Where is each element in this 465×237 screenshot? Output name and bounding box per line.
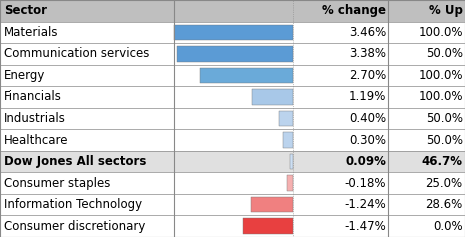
Text: 50.0%: 50.0%: [425, 133, 463, 146]
Bar: [287, 175, 293, 191]
Text: -1.24%: -1.24%: [344, 198, 386, 211]
Bar: [0, 0, 465, 22]
Bar: [200, 68, 293, 83]
Text: Financials: Financials: [4, 91, 61, 104]
Text: 0.30%: 0.30%: [349, 133, 386, 146]
Bar: [177, 46, 293, 62]
Text: 0.40%: 0.40%: [349, 112, 386, 125]
Text: 50.0%: 50.0%: [425, 47, 463, 60]
Text: % change: % change: [322, 4, 386, 17]
Bar: [0, 86, 465, 108]
Bar: [251, 197, 293, 212]
Text: 1.19%: 1.19%: [349, 91, 386, 104]
Text: -1.47%: -1.47%: [344, 220, 386, 233]
Bar: [0, 194, 465, 215]
Bar: [0, 43, 465, 65]
Text: 50.0%: 50.0%: [425, 112, 463, 125]
Bar: [279, 111, 293, 126]
Bar: [0, 151, 465, 172]
Text: Healthcare: Healthcare: [4, 133, 68, 146]
Bar: [0, 22, 465, 43]
Text: Consumer staples: Consumer staples: [4, 177, 110, 190]
Bar: [290, 154, 293, 169]
Bar: [0, 215, 465, 237]
Text: 0.0%: 0.0%: [433, 220, 463, 233]
Text: 46.7%: 46.7%: [422, 155, 463, 168]
Bar: [0, 172, 465, 194]
Text: 3.38%: 3.38%: [349, 47, 386, 60]
Text: Industrials: Industrials: [4, 112, 66, 125]
Text: -0.18%: -0.18%: [345, 177, 386, 190]
Text: 100.0%: 100.0%: [418, 69, 463, 82]
Text: % Up: % Up: [429, 4, 463, 17]
Bar: [0, 65, 465, 86]
Text: Sector: Sector: [4, 4, 46, 17]
Text: 2.70%: 2.70%: [349, 69, 386, 82]
Bar: [174, 25, 293, 40]
Bar: [0, 108, 465, 129]
Text: 100.0%: 100.0%: [418, 91, 463, 104]
Bar: [252, 89, 293, 105]
Text: Information Technology: Information Technology: [4, 198, 142, 211]
Bar: [283, 132, 293, 148]
Text: Energy: Energy: [4, 69, 45, 82]
Bar: [0, 129, 465, 151]
Text: Dow Jones All sectors: Dow Jones All sectors: [4, 155, 146, 168]
Text: Consumer discretionary: Consumer discretionary: [4, 220, 145, 233]
Text: 28.6%: 28.6%: [425, 198, 463, 211]
Text: 3.46%: 3.46%: [349, 26, 386, 39]
Text: Materials: Materials: [4, 26, 58, 39]
Text: 25.0%: 25.0%: [425, 177, 463, 190]
Text: Communication services: Communication services: [4, 47, 149, 60]
Text: 100.0%: 100.0%: [418, 26, 463, 39]
Text: 0.09%: 0.09%: [345, 155, 386, 168]
Bar: [243, 219, 293, 234]
